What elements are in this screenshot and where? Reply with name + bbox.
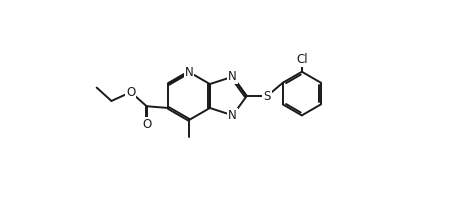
Text: N: N <box>185 66 194 79</box>
Text: O: O <box>126 86 135 99</box>
Text: O: O <box>142 118 151 131</box>
Text: Cl: Cl <box>296 53 308 66</box>
Text: N: N <box>228 109 237 122</box>
Text: S: S <box>263 89 271 103</box>
Text: N: N <box>228 70 237 83</box>
